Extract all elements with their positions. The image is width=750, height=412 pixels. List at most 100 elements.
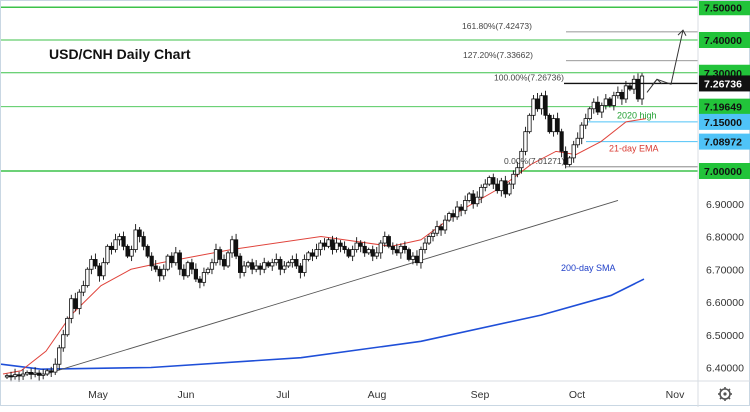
candle-body-up <box>531 98 536 116</box>
candle-body-up <box>61 334 66 349</box>
candle <box>117 233 122 246</box>
x-tick-label: Nov <box>666 389 685 401</box>
candle-body-up <box>334 242 339 251</box>
candle <box>24 370 30 377</box>
x-tick-label: May <box>88 389 109 401</box>
candle <box>438 223 444 236</box>
candle <box>12 368 18 380</box>
candle <box>125 244 130 259</box>
candle <box>599 102 604 118</box>
candle-body-down <box>121 236 126 247</box>
candle-body-down <box>563 150 568 165</box>
candle-body-down <box>137 229 142 237</box>
candle-body-up <box>539 95 544 110</box>
price-badge: 7.26736 <box>699 75 750 92</box>
candle-body-up <box>85 268 90 287</box>
candle <box>559 128 564 158</box>
candle <box>193 263 198 283</box>
candle <box>121 231 126 251</box>
candle-body-down <box>49 370 54 373</box>
candle <box>181 264 186 280</box>
candle-body-down <box>362 245 367 254</box>
candle <box>258 263 263 276</box>
candle <box>571 140 576 163</box>
candle-body-up <box>527 114 532 133</box>
candle <box>20 369 26 380</box>
candle-body-down <box>338 242 343 247</box>
candle-body-down <box>149 255 154 267</box>
candle <box>442 215 448 234</box>
candle <box>165 254 170 272</box>
candle <box>406 247 411 262</box>
candle <box>623 80 629 103</box>
candle-body-up <box>4 375 10 378</box>
candle <box>410 252 416 265</box>
candle-body-up <box>33 372 38 375</box>
candle-body-up <box>205 268 211 273</box>
x-tick-label: Jul <box>276 389 289 401</box>
candle <box>8 371 14 382</box>
candle <box>242 261 247 277</box>
candle <box>49 366 54 377</box>
candle-body-up <box>24 372 30 375</box>
candle <box>539 92 544 115</box>
candle <box>113 233 118 253</box>
candle-body-up <box>77 291 82 309</box>
candle <box>209 258 215 275</box>
settings-gear-icon[interactable] <box>718 387 732 401</box>
candle-body-down <box>555 118 560 133</box>
candle-body-down <box>394 249 399 254</box>
candle <box>507 182 512 196</box>
candle <box>37 370 42 382</box>
trend-line <box>45 200 619 375</box>
candle <box>455 201 460 220</box>
candle <box>41 369 46 380</box>
candle <box>185 260 190 278</box>
candle-body-up <box>434 226 440 234</box>
x-tick-label: Sep <box>471 389 490 401</box>
candle <box>149 252 154 271</box>
y-tick-label: 6.90000 <box>706 199 744 211</box>
candle <box>378 240 383 259</box>
candle <box>463 195 468 215</box>
candle <box>246 260 251 268</box>
candle-body-down <box>414 255 420 264</box>
price-badge: 7.40000 <box>699 32 750 48</box>
price-badge-bg <box>699 0 750 16</box>
candle-body-down <box>177 252 182 270</box>
candle <box>294 253 299 269</box>
annotation-ema: 21-day EMA <box>609 143 659 153</box>
candle-body-up <box>551 118 556 133</box>
candle-body-down <box>386 236 391 247</box>
candle <box>306 250 311 262</box>
candle-body-up <box>467 193 472 201</box>
price-badge-label: 7.50000 <box>704 2 742 14</box>
candle-body-down <box>495 183 500 192</box>
candle <box>338 240 343 253</box>
candle-body-up <box>398 245 403 254</box>
candle-body-up <box>242 265 247 273</box>
candle-body-up <box>262 262 267 270</box>
candle-body-up <box>129 249 134 257</box>
candle <box>635 73 641 102</box>
chart-title: USD/CNH Daily Chart <box>49 46 191 62</box>
price-badge-label: 7.40000 <box>704 35 742 47</box>
candle-body-up <box>165 255 170 270</box>
candle-body-up <box>587 108 592 120</box>
candle-body-up <box>117 236 122 241</box>
price-badge: 7.19649 <box>699 98 750 115</box>
candle-body-down <box>310 252 315 257</box>
candle-body-up <box>302 259 307 273</box>
candle-body-up <box>487 177 492 185</box>
candle-body-up <box>499 180 504 192</box>
candle <box>250 258 255 275</box>
candle <box>595 96 600 115</box>
candle-body-up <box>507 183 512 195</box>
candle-body-up <box>611 95 616 106</box>
candle-body-up <box>575 137 580 146</box>
candles <box>4 73 645 382</box>
candle <box>491 173 496 190</box>
candle <box>563 146 568 169</box>
candle-body-down <box>438 226 444 231</box>
